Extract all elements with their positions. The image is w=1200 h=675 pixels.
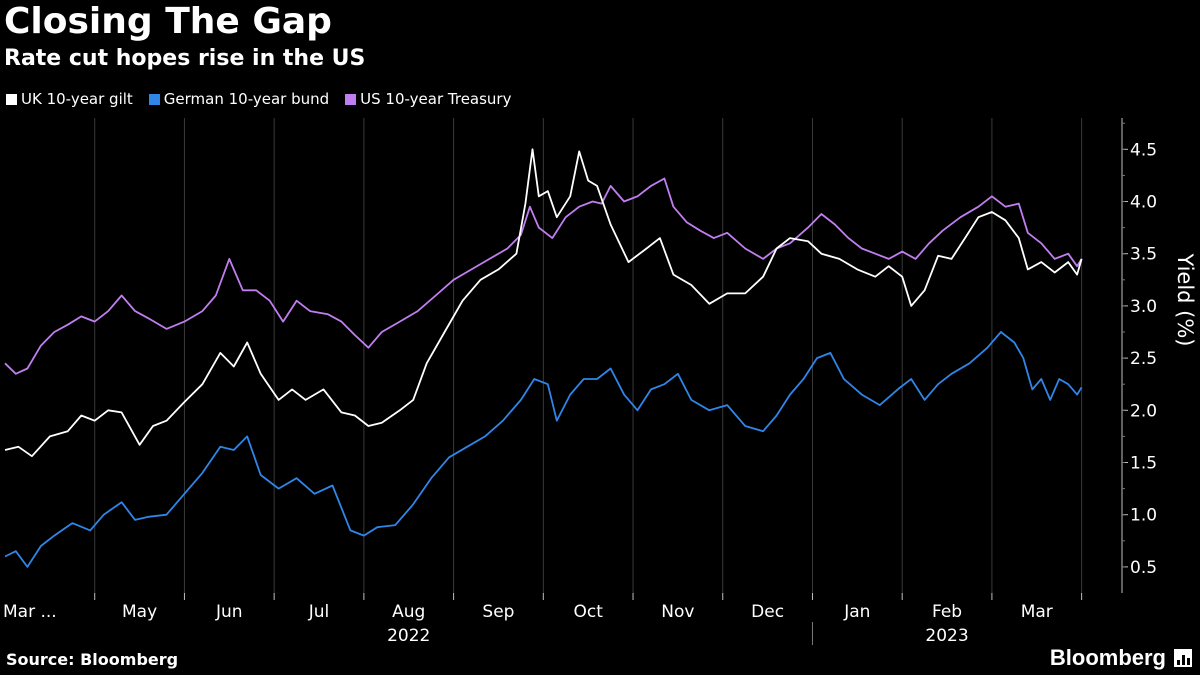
gridlines [94,118,1083,593]
legend-swatch-us-treasury [345,93,357,105]
series-line-uk-gilt [4,148,1083,458]
x-tick-label: Oct [573,602,603,622]
x-year-label: 2023 [925,626,968,646]
x-year-label: 2022 [387,626,430,646]
series-line-german-bund [4,331,1083,568]
x-tick-label: May [122,602,157,622]
y-tick-label: 1.5 [1130,454,1157,474]
legend: UK 10-year gilt German 10-year bund US 1… [6,90,511,108]
x-tick-label: Mar ... [3,602,57,622]
brand-logo: Bloomberg [1050,645,1192,671]
bloomberg-chart-icon [1174,649,1192,667]
x-tick-label: Mar [1021,602,1053,622]
x-tick-label: Aug [392,602,425,622]
x-tick-label: Jun [215,602,243,622]
legend-item-us-treasury: US 10-year Treasury [345,90,511,108]
series-line-us-treasury [4,177,1083,375]
series-lines [4,148,1083,568]
x-tick-label: Dec [751,602,784,622]
y-tick-label: 2.5 [1130,349,1157,369]
y-tick-label: 4.5 [1130,140,1157,160]
chart-title: Closing The Gap [4,1,332,42]
x-tick-label: Feb [932,602,962,622]
legend-item-uk-gilt: UK 10-year gilt [6,90,133,108]
legend-item-german-bund: German 10-year bund [148,90,330,108]
legend-label-uk-gilt: UK 10-year gilt [21,90,133,108]
legend-label-us-treasury: US 10-year Treasury [360,90,512,108]
x-tick-label: Jul [308,602,330,622]
y-tick-label: 3.5 [1130,245,1157,265]
chart-subtitle: Rate cut hopes rise in the US [4,46,366,71]
y-tick-label: 1.0 [1130,506,1157,526]
x-tick-label: Sep [482,602,514,622]
x-tick-label: Jan [843,602,870,622]
brand-name: Bloomberg [1049,645,1166,670]
y-tick-label: 4.0 [1130,193,1157,213]
axis-labels: 0.5 1.0 1.5 2.0 2.5 3.0 3.5 4.0 4.5 Yield (%) Mar … [3,140,1197,646]
y-tick-label: 2.0 [1130,401,1157,421]
x-tick-label: Nov [661,602,694,622]
y-tick-label: 0.5 [1130,558,1157,578]
legend-label-german-bund: German 10-year bund [163,90,330,108]
legend-swatch-uk-gilt [6,93,17,105]
legend-swatch-german-bund [148,93,160,105]
source-note: Source: Bloomberg [6,650,179,669]
axes [94,118,1128,645]
y-tick-label: 3.0 [1130,297,1157,317]
y-axis-title: Yield (%) [1173,252,1197,346]
